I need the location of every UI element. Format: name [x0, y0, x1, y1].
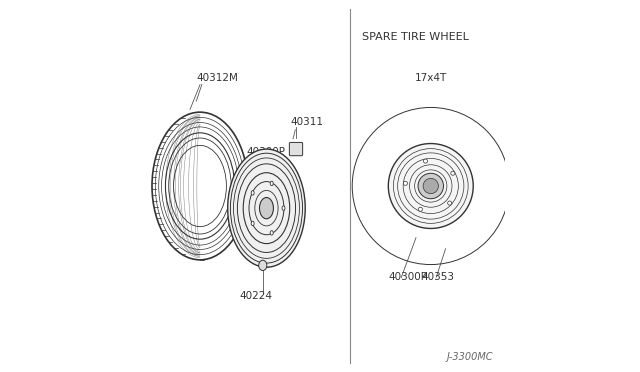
Ellipse shape: [259, 260, 267, 270]
Ellipse shape: [447, 201, 452, 205]
Ellipse shape: [403, 181, 408, 185]
Ellipse shape: [418, 173, 444, 199]
Ellipse shape: [228, 149, 305, 267]
Text: SPARE TIRE WHEEL: SPARE TIRE WHEEL: [362, 32, 469, 42]
Ellipse shape: [251, 221, 254, 226]
Ellipse shape: [423, 178, 438, 194]
Text: 40312M: 40312M: [196, 73, 238, 83]
Text: 40224: 40224: [239, 291, 273, 301]
Text: 40311: 40311: [291, 117, 323, 127]
Ellipse shape: [259, 198, 273, 219]
Ellipse shape: [451, 171, 455, 175]
Ellipse shape: [424, 159, 428, 163]
Text: 17x4T: 17x4T: [415, 73, 447, 83]
Ellipse shape: [388, 144, 473, 228]
Ellipse shape: [270, 231, 273, 235]
Text: 40300P: 40300P: [246, 147, 285, 157]
FancyBboxPatch shape: [289, 142, 303, 156]
Ellipse shape: [251, 191, 254, 195]
Ellipse shape: [270, 181, 273, 186]
Text: 40353: 40353: [422, 272, 454, 282]
Ellipse shape: [419, 207, 422, 211]
Text: 40300P: 40300P: [388, 272, 428, 282]
Text: J-3300MC: J-3300MC: [447, 352, 493, 362]
Ellipse shape: [282, 206, 285, 211]
